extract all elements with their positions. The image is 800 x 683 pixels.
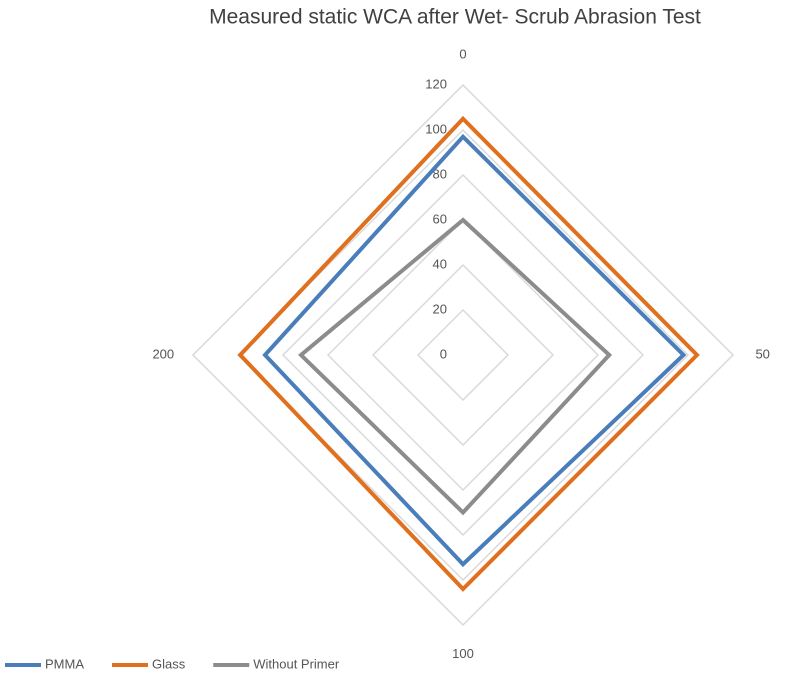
grid-ring: [416, 308, 510, 402]
category-label: 100: [452, 646, 474, 661]
series-line: [237, 115, 700, 592]
r-tick-label: 100: [425, 121, 447, 136]
series-line: [262, 133, 687, 568]
chart-title: Measured static WCA after Wet- Scrub Abr…: [209, 6, 701, 29]
category-label: 50: [755, 346, 769, 361]
legend-label: PMMA: [45, 656, 84, 671]
category-label: 0: [459, 47, 466, 62]
r-tick-label: 60: [433, 211, 447, 226]
grid-ring: [191, 83, 735, 627]
legend-label: Without Primer: [253, 656, 340, 671]
grid-ring: [371, 263, 555, 447]
grid-ring: [281, 173, 645, 537]
r-tick-label: 40: [433, 256, 447, 271]
r-tick-label: 120: [425, 76, 447, 91]
r-tick-label: 0: [440, 346, 447, 361]
category-label: 200: [152, 346, 174, 361]
series-line: [298, 217, 613, 516]
r-tick-label: 20: [433, 301, 447, 316]
grid-ring: [326, 218, 600, 492]
legend-label: Glass: [152, 656, 186, 671]
r-tick-label: 80: [433, 166, 447, 181]
